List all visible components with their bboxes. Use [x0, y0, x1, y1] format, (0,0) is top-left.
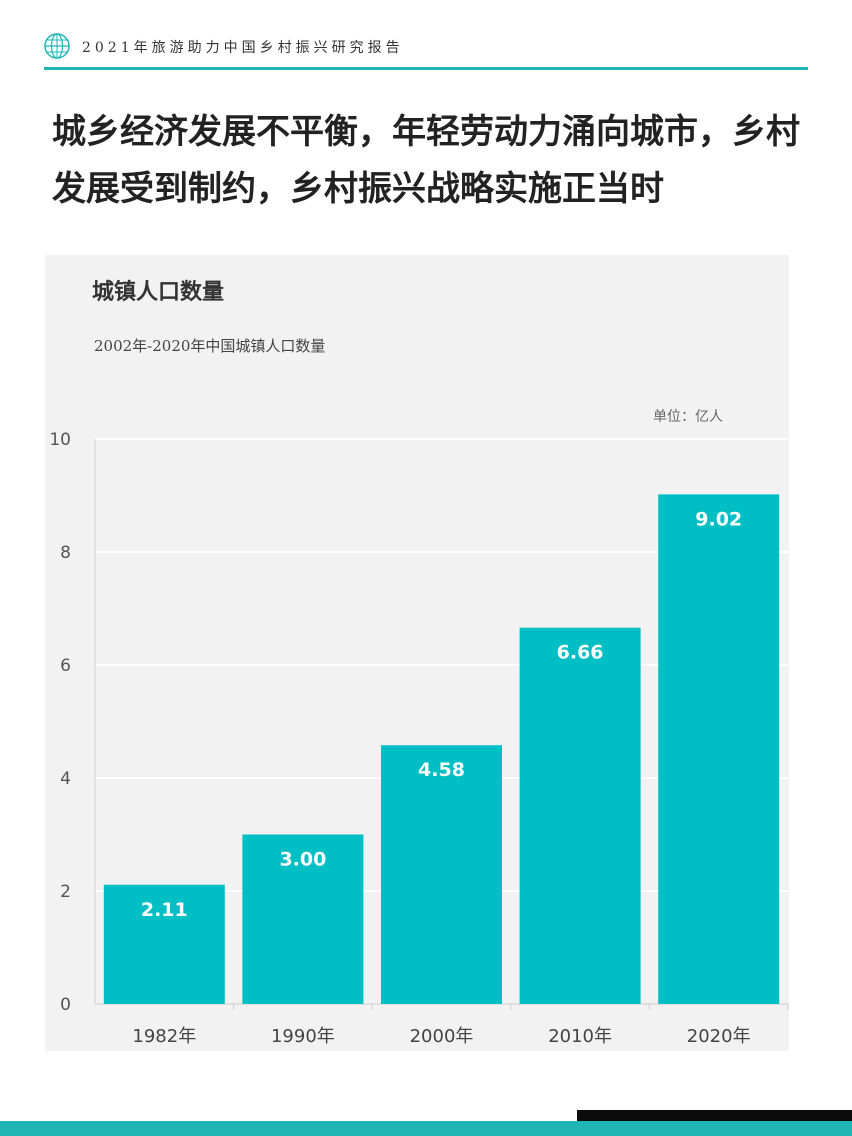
x-tick-label: 2010年: [548, 1026, 612, 1047]
y-tick-label: 0: [60, 995, 71, 1015]
bar: [519, 627, 641, 1004]
data-label: 2.11: [141, 899, 188, 921]
data-label: 4.58: [418, 759, 465, 781]
x-tick-label: 2020年: [687, 1026, 751, 1047]
x-tick-label: 1982年: [132, 1026, 196, 1047]
header-divider: [44, 67, 808, 70]
data-label: 9.02: [695, 508, 742, 530]
bar: [381, 745, 502, 1004]
bar: [103, 884, 225, 1004]
y-tick-label: 6: [60, 656, 71, 676]
bar: [658, 494, 780, 1004]
report-header-title: 2021年旅游助力中国乡村振兴研究报告: [82, 40, 404, 56]
footer-accent-black: [577, 1110, 852, 1121]
data-label: 3.00: [279, 849, 326, 871]
x-tick-label: 1990年: [271, 1026, 335, 1047]
y-tick-label: 2: [60, 882, 71, 902]
chart-subtitle: 2002年-2020年中国城镇人口数量: [94, 337, 326, 355]
chart-title: 城镇人口数量: [92, 280, 225, 305]
x-tick-label: 2000年: [410, 1026, 474, 1047]
footer-accent-bar: [0, 1121, 852, 1136]
y-tick-label: 8: [60, 543, 71, 563]
y-tick-label: 10: [49, 430, 71, 450]
y-tick-label: 4: [60, 769, 71, 789]
globe-icon: [44, 33, 70, 59]
bar: [242, 834, 364, 1004]
page-headline: 城乡经济发展不平衡，年轻劳动力涌向城市，乡村发展受到制约，乡村振兴战略实施正当时: [52, 112, 800, 209]
data-label: 6.66: [557, 642, 604, 664]
chart-unit-label: 单位：亿人: [653, 409, 723, 425]
